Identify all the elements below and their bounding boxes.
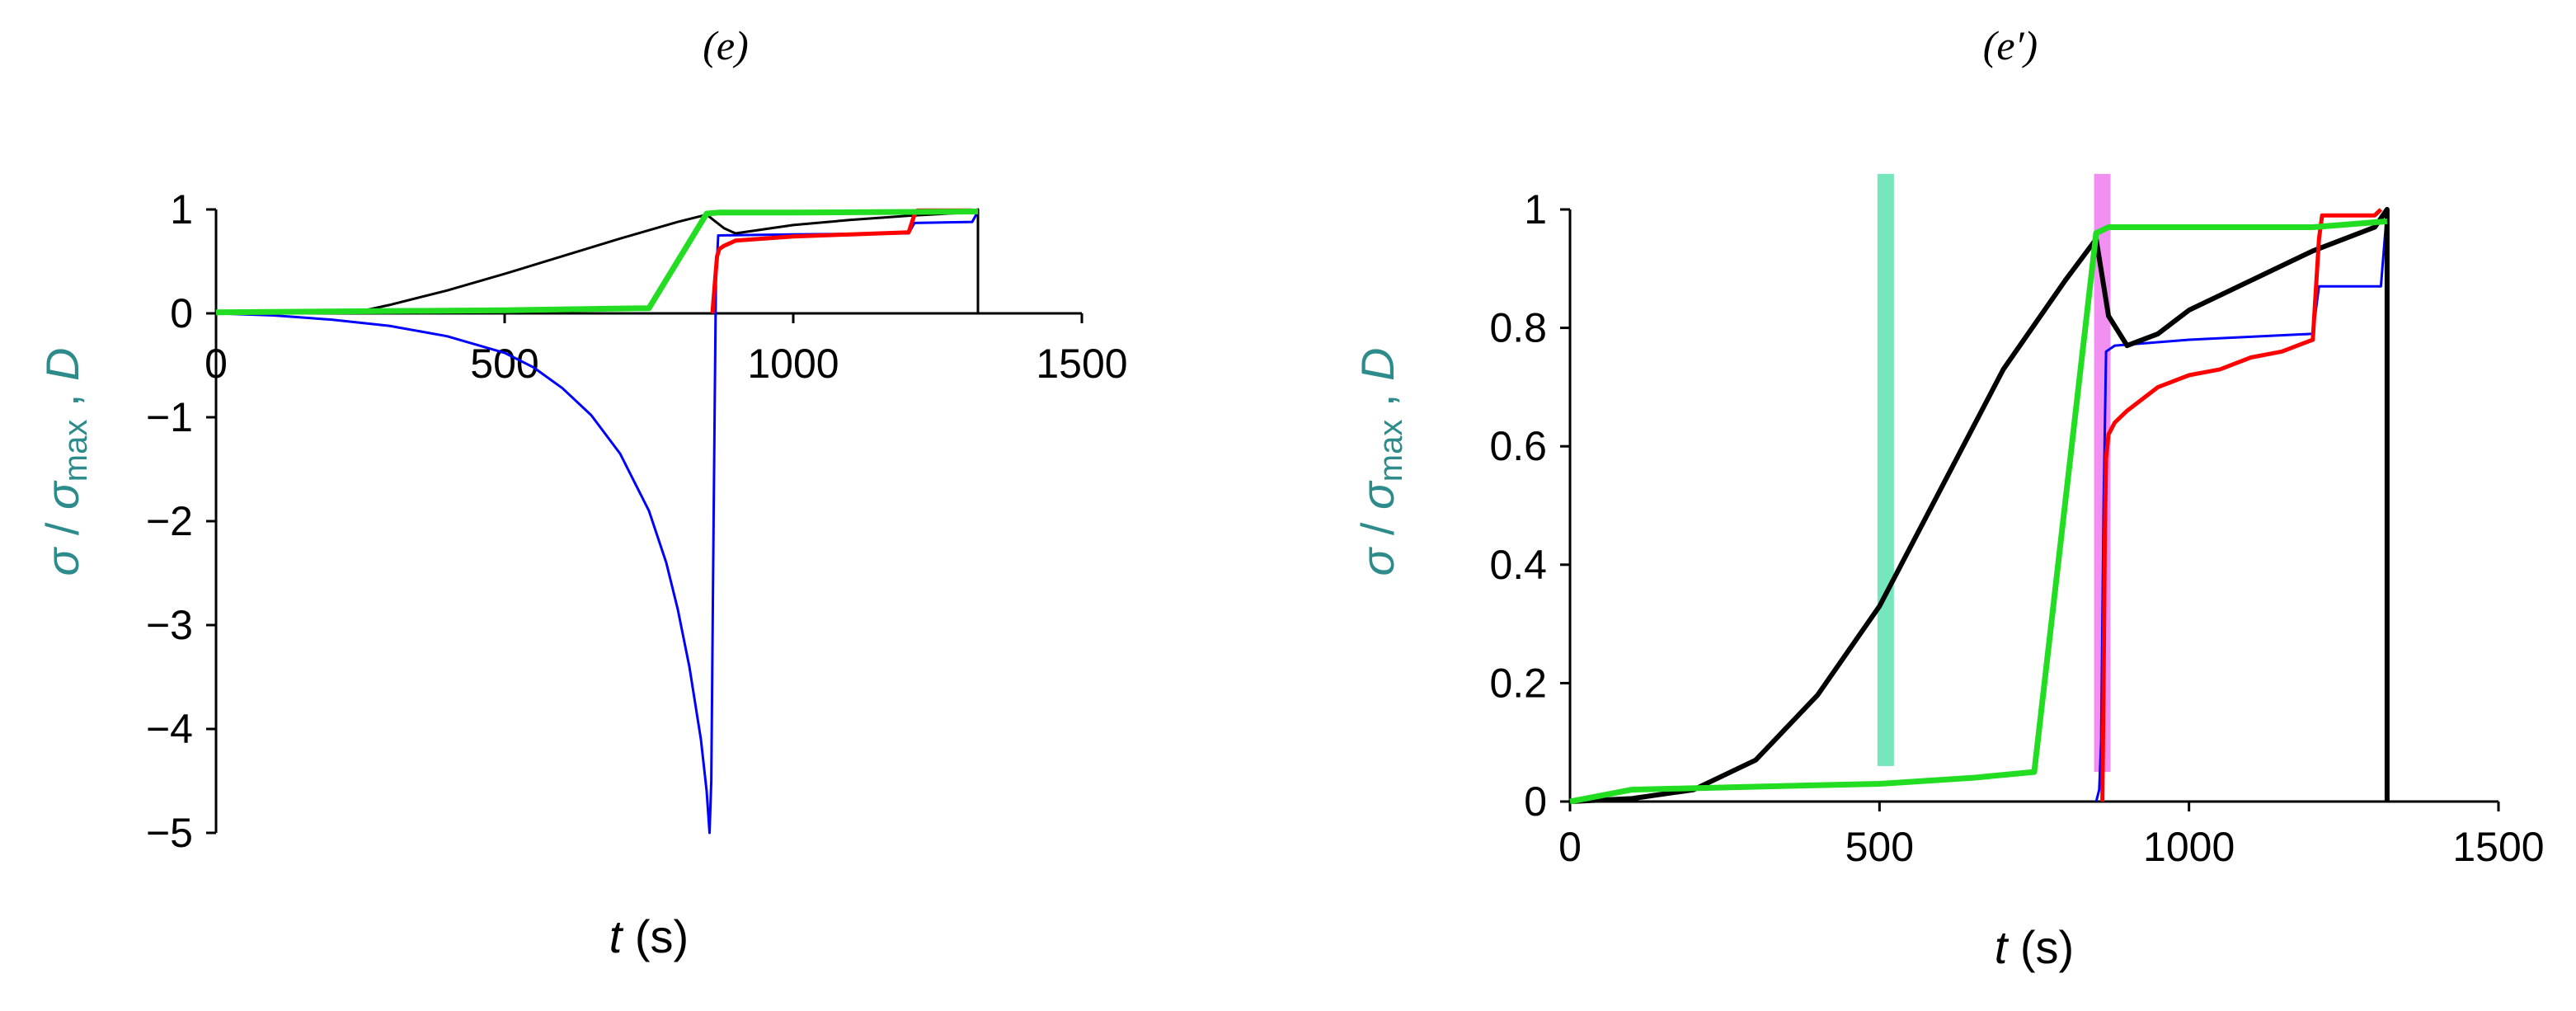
panel-label: (e′) bbox=[1983, 22, 2038, 68]
y-tick-label: 0 bbox=[170, 290, 193, 336]
x-axis-label: t (s) bbox=[609, 910, 689, 962]
chart-panel-2: (e′) 0 500 1000 1500 1 0.8 0.6 0.4 0.2 0 t (s) σ / σ… bbox=[1351, 22, 2545, 973]
x-tick-label: 500 bbox=[1845, 824, 1914, 870]
x-tick-label: 1500 bbox=[2452, 824, 2544, 870]
y-tick-label: −4 bbox=[146, 706, 193, 752]
y-tick-label: 1 bbox=[170, 186, 193, 233]
series-line-2 bbox=[1569, 207, 2390, 804]
series-line-2 bbox=[215, 208, 980, 315]
y-tick-label: 0.6 bbox=[1489, 423, 1547, 469]
y-tick-label: 0.2 bbox=[1489, 660, 1547, 706]
series-line-3 bbox=[2100, 208, 2383, 802]
y-tick-label: 1 bbox=[1524, 186, 1547, 233]
series-line-4 bbox=[1569, 218, 2388, 805]
y-tick-label: −3 bbox=[146, 602, 193, 648]
highlight-band-1 bbox=[1877, 173, 1894, 766]
x-tick-label: 0 bbox=[1558, 824, 1582, 870]
y-tick-label: −2 bbox=[146, 498, 193, 544]
highlight-band-2 bbox=[2094, 173, 2111, 773]
x-tick-label: 1000 bbox=[747, 341, 839, 387]
series-line-1 bbox=[215, 210, 980, 835]
x-tick-label: 1000 bbox=[2143, 824, 2235, 870]
x-tick-label: 1500 bbox=[1036, 341, 1127, 387]
x-axis-label: t (s) bbox=[1995, 921, 2074, 973]
x-tick-label: 0 bbox=[204, 341, 228, 387]
y-tick-label: 0.4 bbox=[1489, 542, 1547, 588]
y-tick-label: 0 bbox=[1524, 778, 1547, 825]
y-tick-label: −1 bbox=[146, 394, 193, 440]
y-tick-label: −5 bbox=[146, 810, 193, 856]
series-line-4 bbox=[215, 209, 979, 316]
series-line-3 bbox=[710, 208, 972, 314]
y-axis-label: σ / σmax , D bbox=[1351, 348, 1409, 576]
y-tick-label: 0.8 bbox=[1489, 305, 1547, 351]
y-axis-label: σ / σmax , D bbox=[36, 348, 94, 576]
series-line-1 bbox=[2094, 209, 2389, 802]
panel-label: (e) bbox=[703, 22, 749, 68]
